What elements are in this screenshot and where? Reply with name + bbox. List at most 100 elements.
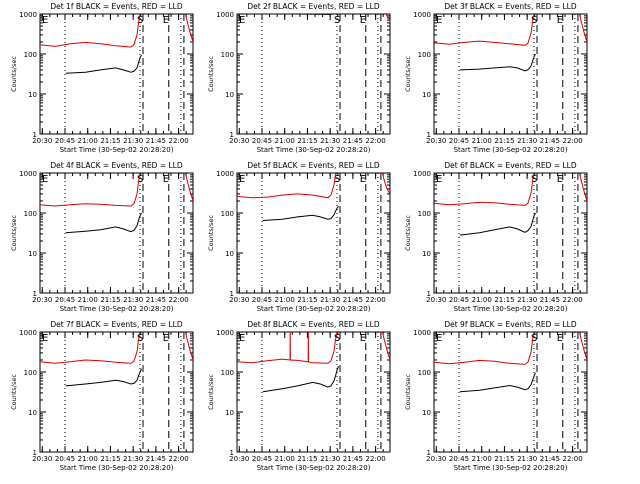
x-tick-label: 21:45 (540, 137, 560, 145)
chart-title: Det 9f BLACK = Events, RED = LLD (444, 320, 577, 329)
series-events-line (237, 14, 335, 15)
x-tick-label: 21:15 (297, 455, 317, 463)
marker-label: S (137, 333, 143, 344)
plot-data (434, 332, 587, 393)
panel-5: Det 5f BLACK = Events, RED = LLD 1 10 100 10… (207, 161, 391, 313)
y-tick-label: 100 (221, 369, 234, 377)
x-tick-label: 22:00 (366, 296, 386, 304)
x-tick-label: 20:30 (32, 455, 52, 463)
chart-title: Det 8f BLACK = Events, RED = LLD (247, 320, 380, 329)
series-lld-line (434, 173, 535, 206)
series-lld-line (184, 332, 193, 361)
x-tick-label: 21:15 (100, 296, 120, 304)
plot-frame (433, 172, 588, 294)
plot-frame (39, 331, 194, 453)
marker-label: E (163, 333, 169, 344)
y-tick-label: 100 (418, 210, 431, 218)
y-tick-label: 1 (427, 449, 431, 457)
y-axis-label: Counts/sec (404, 374, 412, 410)
x-tick-label: 20:30 (32, 137, 52, 145)
y-tick-label: 100 (418, 369, 431, 377)
series-lld-line (40, 332, 141, 364)
series-events-line (65, 212, 142, 234)
x-tick-label: 21:45 (146, 296, 166, 304)
x-tick-label: 21:00 (275, 455, 295, 463)
chart-title: Det 4f BLACK = Events, RED = LLD (50, 161, 183, 170)
y-axis-label: Counts/sec (207, 374, 215, 410)
series-lld-line (40, 14, 141, 48)
y-tick-label: 1 (427, 131, 431, 139)
x-tick-label: 21:00 (472, 296, 492, 304)
x-tick-label: 20:45 (449, 455, 469, 463)
y-tick-label: 1000 (216, 11, 234, 19)
x-tick-label: 20:30 (426, 296, 446, 304)
panel-1: Det 1f BLACK = Events, RED = LLD 1 10 100 10… (10, 2, 194, 154)
marker-label: E (163, 174, 169, 185)
marker-label: S (531, 15, 537, 26)
x-tick-label: 22:00 (366, 455, 386, 463)
x-tick-label: 21:15 (494, 455, 514, 463)
x-tick-label: 21:15 (100, 137, 120, 145)
marker-label: E (360, 15, 366, 26)
x-tick-label: 21:45 (343, 137, 363, 145)
y-tick-label: 10 (422, 409, 431, 417)
x-axis-label: Start Time (30-Sep-02 20:28:20) (454, 146, 568, 154)
y-axis-label: Counts/sec (207, 215, 215, 251)
chart-title: Det 7f BLACK = Events, RED = LLD (50, 320, 183, 329)
y-axis-label: Counts/sec (207, 56, 215, 92)
x-tick-label: 20:30 (229, 137, 249, 145)
y-tick-label: 1 (230, 290, 234, 298)
series-lld-line (237, 173, 337, 199)
x-tick-label: 21:30 (320, 296, 340, 304)
x-tick-label: 21:45 (146, 137, 166, 145)
y-tick-label: 10 (225, 91, 234, 99)
plot-data (434, 14, 587, 72)
corner-marker-label: E (436, 15, 442, 26)
x-axis-label: Start Time (30-Sep-02 20:28:20) (257, 464, 371, 472)
y-tick-label: 1 (230, 449, 234, 457)
y-tick-label: 100 (24, 369, 37, 377)
marker-label: S (334, 333, 340, 344)
chart-title: Det 1f BLACK = Events, RED = LLD (50, 2, 183, 11)
series-events-line (262, 366, 339, 393)
plot-frame (236, 172, 391, 294)
series-lld-line (385, 14, 390, 21)
chart-title: Det 2f BLACK = Events, RED = LLD (247, 2, 380, 11)
y-axis-label: Counts/sec (404, 215, 412, 251)
y-tick-label: 10 (28, 91, 37, 99)
plot-frame (236, 13, 391, 135)
y-tick-label: 1000 (19, 170, 37, 178)
marker-label: S (334, 15, 340, 26)
plot-frame (236, 331, 391, 453)
x-tick-label: 20:30 (426, 455, 446, 463)
x-tick-label: 21:00 (275, 296, 295, 304)
x-tick-label: 21:30 (123, 455, 143, 463)
x-tick-label: 21:15 (100, 455, 120, 463)
corner-marker-label: E (239, 174, 245, 185)
plot-frame (433, 331, 588, 453)
series-lld-line (578, 14, 587, 43)
x-axis-label: Start Time (30-Sep-02 20:28:20) (60, 305, 174, 313)
x-tick-label: 22:00 (169, 455, 189, 463)
plot-data (40, 332, 193, 387)
panel-8: Det 8f BLACK = Events, RED = LLD 1 10 100 10… (207, 320, 391, 472)
y-tick-label: 100 (418, 51, 431, 59)
x-tick-label: 22:00 (563, 296, 583, 304)
x-tick-label: 22:00 (366, 137, 386, 145)
x-tick-label: 21:30 (517, 455, 537, 463)
x-tick-label: 21:15 (494, 296, 514, 304)
chart-title: Det 6f BLACK = Events, RED = LLD (444, 161, 577, 170)
y-axis-label: Counts/sec (10, 374, 18, 410)
series-events-line (459, 53, 536, 72)
plot-data (237, 332, 390, 393)
y-axis-label: Counts/sec (404, 56, 412, 92)
series-events-line (65, 54, 142, 74)
series-lld-line (434, 332, 535, 365)
corner-marker-label: E (436, 174, 442, 185)
marker-label: E (360, 333, 366, 344)
x-tick-label: 20:45 (252, 296, 272, 304)
series-events-line (262, 205, 339, 221)
y-tick-label: 1 (427, 290, 431, 298)
marker-label: S (137, 174, 143, 185)
